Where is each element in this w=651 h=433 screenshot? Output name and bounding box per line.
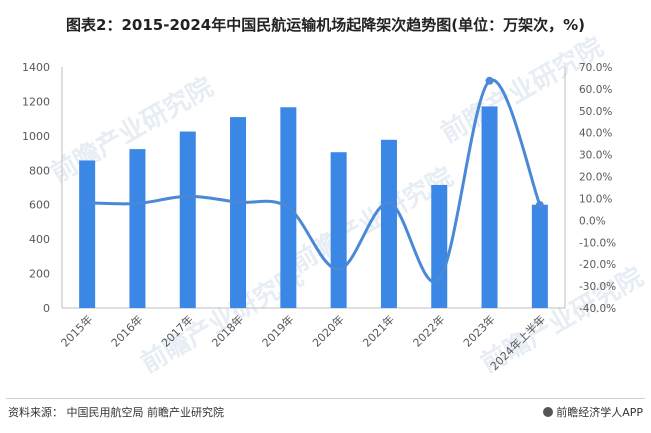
bar [431, 184, 448, 308]
chart-canvas: 0 200 400 600 800 1000 1200 1400 -40.0% -30.0% -20… [22, 61, 616, 373]
x-tick-label: 2017年 [158, 312, 195, 349]
line-point [485, 76, 494, 85]
x-tick-label: 2016年 [108, 312, 145, 349]
growth-rate-line [85, 78, 542, 284]
y-right-tick-label: 0.0% [579, 215, 606, 227]
brand-label: 前瞻经济学人APP [543, 404, 643, 420]
bar [531, 204, 548, 308]
y-left-tick-label: 1400 [22, 61, 50, 74]
x-tick-label: 2022年 [410, 312, 447, 349]
chart-title: 图表2：2015-2024年中国民航运输机场起降架次趋势图(单位：万架次，%) [66, 16, 585, 34]
bar [129, 149, 146, 308]
y-right-tick-label: 60.0% [579, 84, 612, 96]
source-note: 资料来源： 中国民用航空局 前瞻产业研究院 [8, 406, 224, 419]
y-left-tick-label: 400 [29, 233, 50, 246]
bar [179, 131, 196, 308]
y-right-tick-label: 10.0% [579, 193, 612, 205]
brand-text: 前瞻经济学人APP [556, 406, 643, 419]
y-right-tick-label: -20.0% [579, 259, 616, 271]
x-tick-label: 2019年 [259, 312, 296, 349]
bar [481, 106, 498, 308]
bar [79, 160, 96, 308]
x-tick-label: 2018年 [209, 312, 246, 349]
y-right-tick-label: -10.0% [579, 237, 616, 249]
y-right-tick-label: 30.0% [579, 150, 612, 162]
x-tick-label: 2015年 [58, 312, 95, 349]
brand-logo-icon [543, 407, 554, 417]
y-left-tick-label: 600 [29, 199, 50, 212]
y-left-tick-label: 200 [29, 268, 50, 281]
y-left-tick-label: 1000 [22, 130, 50, 143]
x-tick-label: 2020年 [309, 312, 346, 349]
y-left-tick-label: 800 [29, 164, 50, 177]
line-point [535, 201, 544, 210]
y-right-tick-label: -30.0% [579, 281, 616, 293]
x-tick-label: 2023年 [460, 312, 497, 349]
bar [380, 139, 397, 308]
y-right-tick-label: 20.0% [579, 172, 612, 184]
y-right-tick-label: 40.0% [579, 128, 612, 140]
y-right-tick-label: 70.0% [579, 62, 612, 74]
bar [230, 117, 247, 309]
footer-divider [6, 398, 645, 399]
y-right-tick-label: 50.0% [579, 106, 612, 118]
bar [330, 152, 347, 308]
y-left-tick-label: 0 [43, 302, 50, 315]
y-right-tick-label: -40.0% [579, 303, 616, 315]
y-left-tick-label: 1200 [22, 95, 50, 108]
x-tick-label: 2021年 [360, 312, 397, 349]
